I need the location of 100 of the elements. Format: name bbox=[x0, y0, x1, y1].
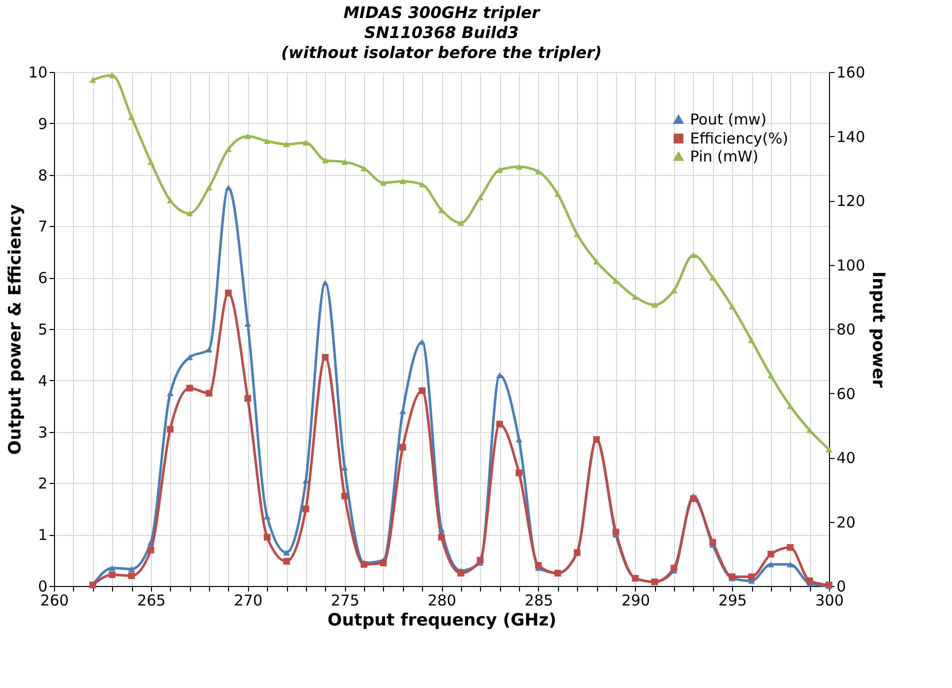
y2-tick-label: 80 bbox=[836, 320, 856, 338]
point bbox=[302, 140, 310, 146]
legend-label: Efficiency(%) bbox=[690, 130, 788, 148]
point bbox=[380, 560, 387, 566]
point bbox=[399, 444, 406, 451]
point bbox=[206, 184, 212, 191]
point bbox=[458, 570, 464, 577]
point bbox=[225, 184, 232, 191]
point bbox=[186, 384, 193, 392]
x-axis-title: Output frequency (GHz) bbox=[328, 610, 556, 630]
point bbox=[496, 372, 503, 378]
point bbox=[148, 159, 154, 165]
point bbox=[166, 198, 174, 204]
point bbox=[438, 534, 445, 541]
y-tick-label: 4 bbox=[38, 372, 48, 390]
point bbox=[418, 182, 426, 188]
y2-tick-label: 120 bbox=[836, 192, 866, 210]
point bbox=[651, 302, 658, 308]
point bbox=[806, 427, 813, 434]
point bbox=[476, 556, 484, 564]
point bbox=[458, 220, 464, 226]
point bbox=[554, 191, 562, 197]
point bbox=[322, 354, 329, 361]
point bbox=[709, 274, 716, 281]
point bbox=[690, 252, 697, 258]
point bbox=[128, 566, 135, 572]
point bbox=[786, 562, 794, 568]
point bbox=[728, 304, 736, 310]
point bbox=[206, 390, 212, 397]
point bbox=[166, 426, 174, 433]
point bbox=[108, 571, 116, 578]
point bbox=[244, 395, 252, 402]
point bbox=[225, 146, 232, 152]
point bbox=[341, 159, 348, 165]
point bbox=[225, 290, 232, 296]
point bbox=[768, 562, 774, 568]
x-tick-label: 265 bbox=[137, 592, 166, 610]
point bbox=[748, 573, 755, 580]
point bbox=[264, 534, 270, 541]
point bbox=[670, 564, 678, 572]
point bbox=[264, 138, 270, 144]
point bbox=[496, 420, 503, 428]
text: MIDAS 300GHz tripler bbox=[343, 3, 540, 22]
point bbox=[535, 562, 542, 569]
y2-tick-label: 140 bbox=[836, 128, 866, 146]
y2-tick-label: 160 bbox=[836, 64, 866, 82]
point bbox=[418, 387, 426, 394]
point bbox=[593, 258, 600, 264]
y-tick-label: 2 bbox=[38, 474, 48, 493]
point bbox=[283, 550, 290, 556]
y2-tick-label: 100 bbox=[836, 256, 866, 274]
point bbox=[148, 539, 154, 546]
point bbox=[438, 526, 445, 532]
y-tick-label: 1 bbox=[38, 526, 48, 544]
point bbox=[632, 294, 639, 300]
point bbox=[690, 495, 697, 502]
point bbox=[670, 288, 678, 294]
y-tick-label: 3 bbox=[38, 423, 48, 442]
point bbox=[496, 167, 503, 173]
point bbox=[283, 141, 290, 148]
text: (without isolator before the tripler) bbox=[281, 43, 602, 62]
point bbox=[148, 546, 154, 554]
point bbox=[341, 492, 348, 500]
y-tick-label: 6 bbox=[38, 269, 48, 288]
point bbox=[786, 544, 794, 551]
point bbox=[244, 133, 252, 140]
point bbox=[768, 550, 774, 558]
point bbox=[322, 280, 329, 286]
point bbox=[206, 346, 212, 352]
y-axis-title: Output power & Efficiency bbox=[5, 204, 26, 455]
point bbox=[186, 210, 193, 216]
point bbox=[108, 72, 116, 78]
point bbox=[574, 231, 580, 238]
legend-label: Pin (mW) bbox=[690, 148, 758, 166]
text: SN110368 Build3 bbox=[364, 23, 519, 42]
x-tick-label: 270 bbox=[234, 592, 263, 610]
y-tick-label: 8 bbox=[38, 166, 48, 184]
point bbox=[476, 194, 484, 200]
point bbox=[89, 77, 96, 83]
point bbox=[516, 436, 522, 442]
point bbox=[128, 572, 135, 580]
point bbox=[612, 528, 620, 536]
x-tick-label: 295 bbox=[718, 592, 747, 610]
y2-tick-label: 20 bbox=[836, 513, 856, 532]
point bbox=[108, 565, 116, 571]
point bbox=[283, 558, 290, 565]
x-tick-label: 290 bbox=[621, 592, 650, 610]
x-tick-label: 280 bbox=[428, 592, 456, 610]
y2-axis-title: Input power bbox=[868, 271, 888, 388]
y-tick-label: 5 bbox=[38, 320, 48, 338]
point bbox=[786, 403, 794, 410]
point bbox=[322, 157, 329, 164]
point bbox=[768, 372, 774, 378]
legend-label: Pout (mw) bbox=[690, 110, 766, 128]
point bbox=[128, 114, 135, 120]
y-tick-label: 9 bbox=[38, 114, 48, 133]
point bbox=[399, 178, 406, 184]
point bbox=[516, 470, 522, 476]
x-tick-label: 285 bbox=[524, 592, 554, 610]
y2-tick-label: 60 bbox=[836, 384, 856, 403]
